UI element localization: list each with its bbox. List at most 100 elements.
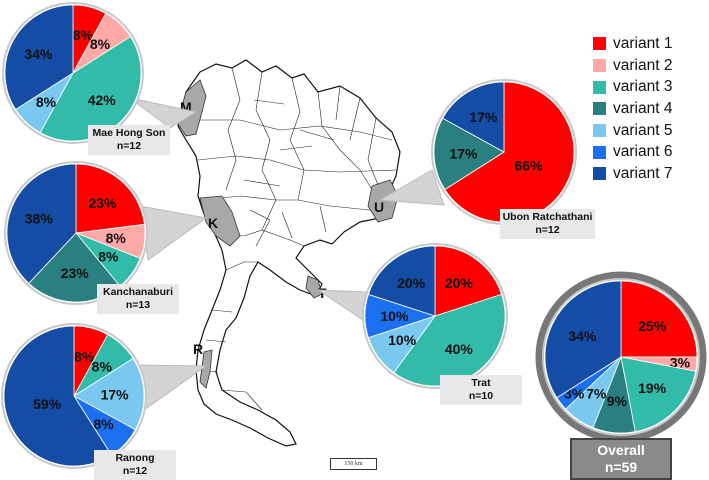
pie-label-overall: Overall n=59 — [570, 438, 672, 480]
pie-data-label: 10% — [388, 332, 417, 348]
legend-label: variant 4 — [613, 99, 673, 117]
pie-data-label: 8% — [98, 249, 119, 265]
pie-charts: 8%8%42%8%34%23%8%8%23%38%8%8%17%8%59%66%… — [1, 2, 707, 469]
pie-slice-variant-1 — [75, 163, 145, 234]
pie-data-label: 8% — [93, 416, 114, 432]
thailand-outline — [177, 59, 401, 447]
pie-title: Trat — [471, 377, 491, 389]
legend-item: variant 1 — [593, 33, 705, 55]
province-kanchanaburi — [199, 195, 241, 247]
province-ranong — [199, 349, 213, 389]
pie-title: Kanchanaburi — [102, 286, 173, 298]
pie-ubon-ratchathani: 66% 17% 17% — [431, 79, 577, 225]
pie-slice-variant-7 — [4, 4, 74, 110]
pie-data-label: 3% — [670, 355, 691, 371]
pie-data-label: 66% — [515, 157, 544, 173]
pie-data-label: 8% — [36, 94, 57, 110]
legend-label: variant 3 — [613, 78, 673, 96]
pie-data-label: 23% — [88, 195, 117, 211]
callout-wedges — [129, 97, 445, 411]
legend-label: variant 1 — [613, 34, 673, 52]
map-marker-m: M — [180, 99, 192, 115]
province-ubon-ratchathani — [367, 179, 399, 223]
pie-slice-variant-1 — [620, 280, 698, 358]
pie-slice-variant-3 — [393, 293, 506, 387]
legend-swatch — [593, 145, 606, 159]
pie-data-label: 8% — [74, 349, 95, 365]
legend-swatch — [593, 37, 606, 51]
pie-data-label: 23% — [61, 265, 90, 281]
legend-swatch — [593, 80, 606, 94]
legend: variant 1 variant 2 variant 3 variant 4 … — [593, 33, 705, 185]
pie-overall: 25%3%19%9%7%3%34% — [535, 271, 707, 443]
map-scale-bar: 150 km — [330, 458, 377, 470]
legend-label: variant 2 — [613, 56, 673, 74]
pie-title: Ranong — [115, 452, 155, 464]
callout-ubon-ratchathani — [378, 169, 445, 206]
legend-swatch — [593, 124, 606, 138]
legend-item: variant 4 — [593, 98, 705, 120]
pie-data-label: 40% — [445, 341, 474, 357]
pie-slice-variant-7 — [3, 325, 113, 467]
pie-label-kanchanaburi: Kanchanaburi n=13 — [97, 284, 179, 314]
pie-label-ranong: Ranong n=12 — [94, 450, 176, 480]
legend-item: variant 2 — [593, 55, 705, 77]
pie-data-label: 8% — [73, 27, 94, 43]
map-marker-u: U — [374, 199, 384, 215]
pie-title: Mae Hong Son — [92, 127, 166, 139]
pie-data-label: 8% — [92, 358, 113, 374]
pie-mae-hong-son: 8%8%42%8%34% — [2, 2, 144, 144]
pie-count: n=10 — [468, 390, 494, 402]
pie-data-label: 17% — [469, 109, 498, 125]
pie-slice-variant-1 — [434, 245, 503, 317]
pie-trat: 20% 40% 10% 10% 20% — [362, 243, 508, 389]
legend-item: variant 6 — [593, 141, 705, 163]
pie-slice-variant-5 — [73, 357, 145, 431]
callout-trat — [316, 289, 367, 323]
legend-label: variant 6 — [613, 143, 673, 161]
pie-data-label: 38% — [25, 210, 54, 226]
pie-slice-variant-1 — [444, 81, 575, 223]
pie-kanchanaburi: 23% 8% 8% 23% 38% — [4, 161, 148, 305]
pie-title: Overall — [597, 442, 645, 458]
pie-count: n=13 — [125, 299, 151, 311]
pie-data-label: 10% — [380, 308, 409, 324]
callout-kanchanaburi — [139, 205, 208, 261]
pie-data-label: 8% — [90, 36, 111, 52]
pie-slice-variant-7 — [544, 280, 622, 399]
pie-data-label: 8% — [106, 230, 127, 246]
map-marker-k: K — [208, 215, 218, 231]
pie-slice-variant-3 — [620, 356, 697, 433]
legend-item: variant 7 — [593, 163, 705, 185]
legend-swatch — [593, 59, 606, 73]
pie-slice-variant-7 — [442, 81, 505, 153]
thailand-map: M K R T U — [177, 59, 401, 447]
province-trat — [305, 275, 323, 299]
legend-swatch — [593, 167, 606, 181]
pie-data-label: 42% — [88, 92, 117, 108]
pie-data-label: 9% — [607, 393, 628, 409]
pie-data-label: 34% — [568, 328, 597, 344]
pie-count: n=12 — [116, 140, 142, 152]
pie-label-trat: Trat n=10 — [440, 375, 522, 405]
legend-item: variant 3 — [593, 76, 705, 98]
pie-slice-variant-4 — [433, 117, 505, 191]
pie-data-label: 17% — [101, 387, 130, 403]
pie-count: n=12 — [122, 465, 148, 477]
pie-title: Ubon Ratchathani — [502, 211, 593, 223]
pie-label-mae-hong-son: Mae Hong Son n=12 — [88, 125, 170, 155]
pie-data-label: 59% — [33, 396, 62, 412]
legend-swatch — [593, 102, 606, 116]
pie-data-label: 34% — [24, 46, 53, 62]
pie-count: n=59 — [604, 459, 638, 475]
pie-ranong: 8%8%17%8%59% — [1, 323, 147, 469]
map-marker-r: R — [193, 341, 203, 357]
pie-data-label: 17% — [449, 145, 478, 161]
pie-count: n=12 — [535, 224, 560, 236]
pie-label-ubon-ratchathani: Ubon Ratchathani n=12 — [500, 209, 595, 239]
pie-slice-variant-7 — [367, 245, 436, 317]
pie-data-label: 19% — [638, 380, 667, 396]
pie-slice-variant-7 — [6, 163, 77, 284]
legend-label: variant 7 — [613, 164, 673, 182]
